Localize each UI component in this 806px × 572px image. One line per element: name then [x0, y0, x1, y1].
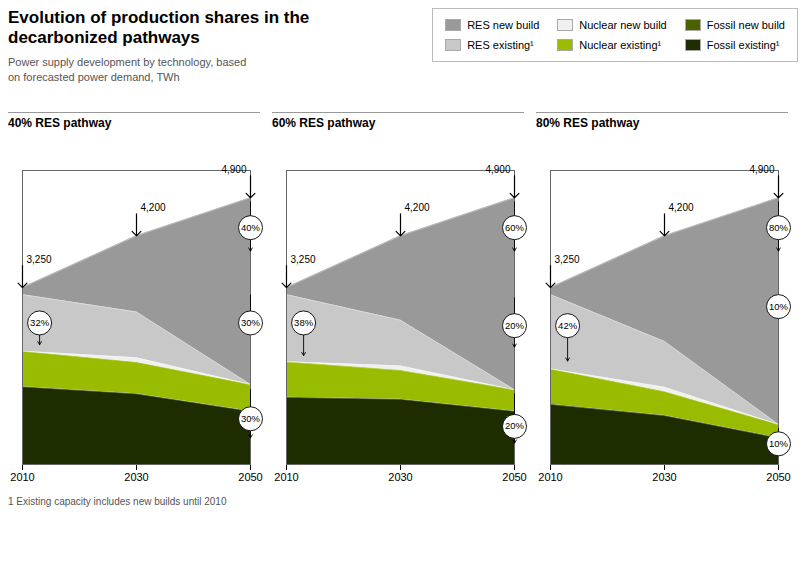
svg-text:2050: 2050 — [238, 471, 262, 483]
svg-text:4,900: 4,900 — [485, 164, 510, 175]
svg-text:30%: 30% — [241, 317, 261, 328]
svg-text:20%: 20% — [505, 420, 525, 431]
svg-text:60%: 60% — [505, 222, 525, 233]
svg-text:10%: 10% — [769, 301, 789, 312]
html-text:40% RES pathway: 40% RES pathway — [8, 116, 112, 130]
svg-text:80%: 80% — [769, 222, 789, 233]
svg-text:4,200: 4,200 — [405, 202, 430, 213]
svg-text:2010: 2010 — [274, 471, 298, 483]
html-text:RES existing¹: RES existing¹ — [467, 39, 534, 51]
svg-text:30%: 30% — [241, 413, 261, 424]
svg-text:38%: 38% — [294, 317, 314, 328]
svg-text:40%: 40% — [241, 222, 261, 233]
svg-text:3,250: 3,250 — [27, 254, 52, 265]
html-text:60% RES pathway: 60% RES pathway — [272, 116, 376, 130]
svg-text:4,900: 4,900 — [221, 164, 246, 175]
svg-text:10%: 10% — [769, 438, 789, 449]
svg-text:2030: 2030 — [388, 471, 412, 483]
html-text:80% RES pathway: 80% RES pathway — [536, 116, 640, 130]
svg-text:32%: 32% — [30, 317, 50, 328]
html-text:Fossil new build: Fossil new build — [706, 19, 785, 31]
svg-text:20%: 20% — [505, 320, 525, 331]
svg-text:2030: 2030 — [652, 471, 676, 483]
svg-text:4,200: 4,200 — [141, 202, 166, 213]
svg-text:4,900: 4,900 — [749, 164, 774, 175]
svg-text:3,250: 3,250 — [291, 254, 316, 265]
svg-text:42%: 42% — [558, 320, 578, 331]
html-text:Fossil existing¹: Fossil existing¹ — [706, 39, 780, 51]
svg-text:3,250: 3,250 — [555, 254, 580, 265]
svg-text:2050: 2050 — [766, 471, 790, 483]
html-text:RES new build: RES new build — [467, 19, 540, 31]
html-text:1 Existing capacity includes n: 1 Existing capacity includes new builds … — [8, 496, 227, 507]
html-text:Nuclear new build: Nuclear new build — [579, 19, 667, 31]
svg-text:2010: 2010 — [10, 471, 34, 483]
svg-text:2050: 2050 — [502, 471, 526, 483]
svg-text:4,200: 4,200 — [669, 202, 694, 213]
html-text:Evolution of production shares: Evolution of production shares in the de… — [8, 8, 310, 48]
svg-text:2010: 2010 — [538, 471, 562, 483]
html-text:Power supply development by te: Power supply development by technology, … — [8, 55, 247, 83]
html-text:Nuclear existing¹: Nuclear existing¹ — [579, 39, 662, 51]
svg-text:2030: 2030 — [124, 471, 148, 483]
